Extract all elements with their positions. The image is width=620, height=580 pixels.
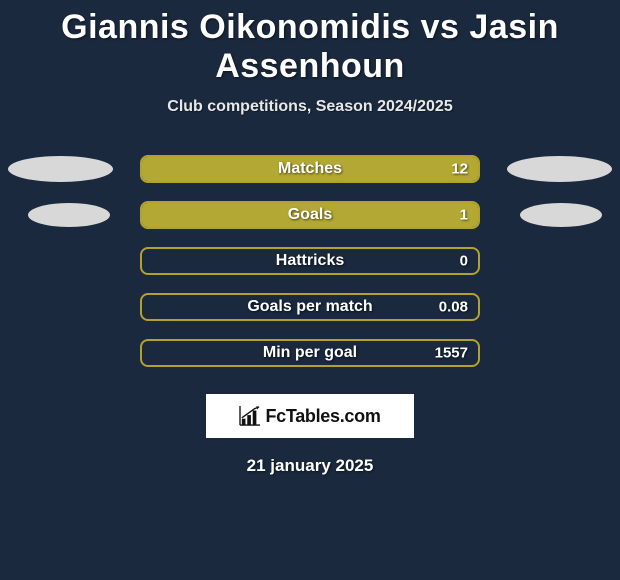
bar-chart-icon	[239, 406, 261, 426]
stat-bar-right	[142, 249, 478, 273]
stats-list: Matches12Goals1Hattricks0Goals per match…	[0, 146, 620, 376]
stat-bar	[140, 339, 480, 367]
stat-bar-right	[142, 295, 478, 319]
stat-bar	[140, 293, 480, 321]
player-ellipse-left	[28, 203, 110, 227]
stat-bar	[140, 155, 480, 183]
page-title: Giannis Oikonomidis vs Jasin Assenhoun	[0, 0, 620, 86]
player-ellipse-left	[8, 156, 113, 182]
logo-text: FcTables.com	[265, 406, 380, 427]
player-ellipse-right	[520, 203, 602, 227]
player-ellipse-right	[507, 156, 612, 182]
subtitle: Club competitions, Season 2024/2025	[0, 98, 620, 116]
stat-row: Goals1	[0, 192, 620, 238]
logo-box: FcTables.com	[206, 394, 414, 438]
stat-bar-left	[142, 203, 478, 227]
stat-row: Hattricks0	[0, 238, 620, 284]
date-text: 21 january 2025	[0, 456, 620, 476]
comparison-infographic: Giannis Oikonomidis vs Jasin Assenhoun C…	[0, 0, 620, 580]
stat-bar-left	[142, 157, 478, 181]
stat-row: Goals per match0.08	[0, 284, 620, 330]
stat-row: Min per goal1557	[0, 330, 620, 376]
stat-row: Matches12	[0, 146, 620, 192]
stat-bar	[140, 247, 480, 275]
stat-bar-right	[142, 341, 478, 365]
stat-bar	[140, 201, 480, 229]
